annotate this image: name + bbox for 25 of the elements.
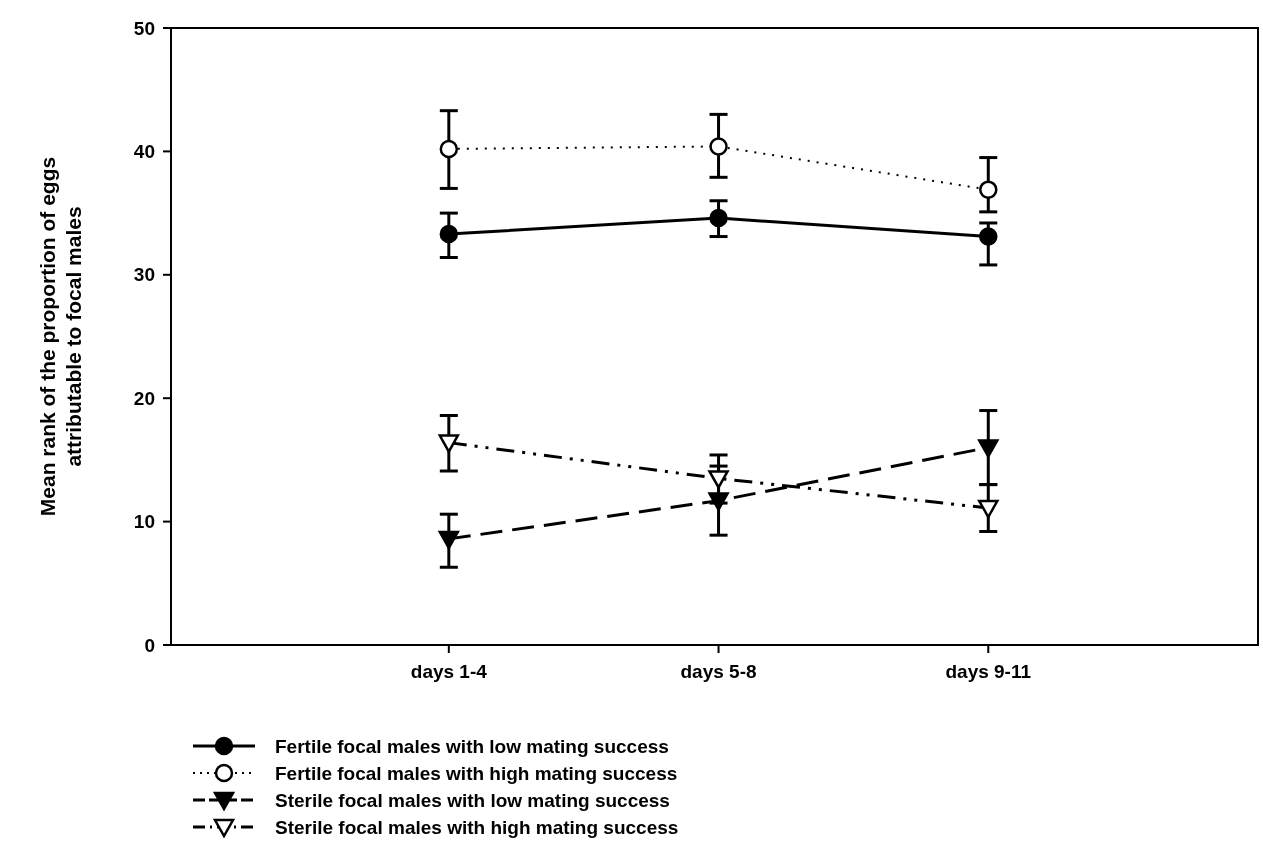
point <box>709 137 728 156</box>
point <box>978 439 999 458</box>
legend-label: Sterile focal males with low mating success <box>275 789 670 811</box>
point <box>978 499 999 519</box>
y-axis-title: Mean rank of the proportion of eggs attributable to focal males <box>36 156 85 517</box>
point <box>979 227 998 246</box>
y-tick-label: 20 <box>133 387 155 409</box>
legend-label: Fertile focal males with high mating success <box>275 762 678 784</box>
point <box>979 180 998 199</box>
y-tick-label: 50 <box>133 17 155 39</box>
x-tick-label: days 1-4 <box>410 661 488 682</box>
y-tick-label: 10 <box>133 511 155 533</box>
y-tick-label: 40 <box>133 141 155 163</box>
y-tick-label: 0 <box>144 634 155 656</box>
point <box>708 470 729 489</box>
point <box>438 530 460 550</box>
x-tick-label: days 9-11 <box>945 661 1032 682</box>
point <box>439 139 459 159</box>
point <box>439 224 459 244</box>
point <box>438 434 460 453</box>
point <box>709 208 728 228</box>
legend-label: Sterile focal males with high mating success <box>275 816 679 838</box>
legend-label: Fertile focal males with low mating success <box>275 735 669 757</box>
x-tick-label: days 5-8 <box>680 661 757 682</box>
y-tick-label: 30 <box>133 264 155 286</box>
